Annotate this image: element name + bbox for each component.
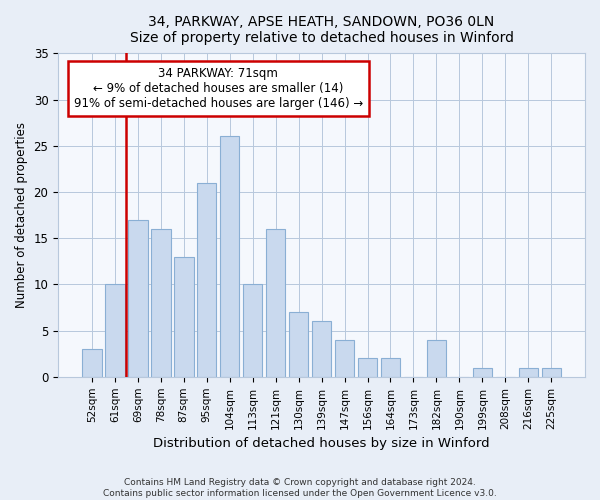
Bar xyxy=(312,322,331,377)
Bar xyxy=(105,284,125,377)
Text: 34 PARKWAY: 71sqm
← 9% of detached houses are smaller (14)
91% of semi-detached : 34 PARKWAY: 71sqm ← 9% of detached house… xyxy=(74,67,363,110)
Bar xyxy=(427,340,446,377)
Bar xyxy=(174,256,194,377)
Bar xyxy=(220,136,239,377)
Bar xyxy=(542,368,561,377)
Bar xyxy=(518,368,538,377)
Bar xyxy=(243,284,262,377)
Title: 34, PARKWAY, APSE HEATH, SANDOWN, PO36 0LN
Size of property relative to detached: 34, PARKWAY, APSE HEATH, SANDOWN, PO36 0… xyxy=(130,15,514,45)
Bar xyxy=(266,229,286,377)
Bar xyxy=(197,182,217,377)
Y-axis label: Number of detached properties: Number of detached properties xyxy=(15,122,28,308)
Bar xyxy=(473,368,492,377)
Bar xyxy=(82,349,101,377)
Text: Contains HM Land Registry data © Crown copyright and database right 2024.
Contai: Contains HM Land Registry data © Crown c… xyxy=(103,478,497,498)
Bar xyxy=(381,358,400,377)
Bar xyxy=(128,220,148,377)
Bar xyxy=(151,229,170,377)
X-axis label: Distribution of detached houses by size in Winford: Distribution of detached houses by size … xyxy=(153,437,490,450)
Bar xyxy=(358,358,377,377)
Bar xyxy=(335,340,355,377)
Bar xyxy=(289,312,308,377)
